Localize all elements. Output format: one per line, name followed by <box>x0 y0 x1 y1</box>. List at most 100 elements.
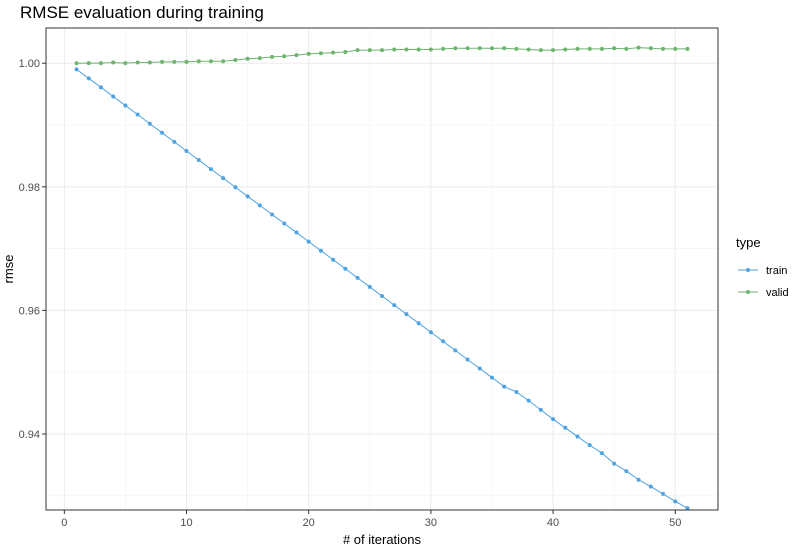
point-train-14 <box>233 185 238 190</box>
point-train-22 <box>331 257 336 262</box>
point-valid-30 <box>428 47 433 52</box>
point-train-4 <box>111 94 116 99</box>
point-train-33 <box>465 357 470 362</box>
point-train-35 <box>489 375 494 380</box>
series-train <box>74 67 690 511</box>
point-valid-12 <box>208 59 213 64</box>
point-train-42 <box>575 434 580 439</box>
chart-title: RMSE evaluation during training <box>20 3 264 22</box>
plot-panel <box>46 28 718 510</box>
grid-minor <box>46 28 718 510</box>
point-train-3 <box>98 85 103 90</box>
point-valid-38 <box>526 47 531 52</box>
point-train-41 <box>563 425 568 430</box>
point-valid-44 <box>599 46 604 51</box>
x-axis-title: # of iterations <box>343 532 422 547</box>
point-valid-40 <box>551 48 556 53</box>
y-tick-label-3: 1.00 <box>19 58 40 70</box>
point-train-6 <box>135 112 140 117</box>
point-valid-48 <box>648 46 653 51</box>
point-train-19 <box>294 230 299 235</box>
y-axis-title: rmse <box>1 255 16 284</box>
point-valid-39 <box>538 48 543 53</box>
legend-item-valid: valid <box>738 287 789 299</box>
point-valid-35 <box>489 46 494 51</box>
point-valid-19 <box>294 53 299 58</box>
point-train-20 <box>306 239 311 244</box>
point-valid-24 <box>355 48 360 53</box>
point-train-39 <box>538 407 543 412</box>
legend-item-train: train <box>738 265 787 277</box>
point-train-49 <box>661 491 666 496</box>
point-valid-15 <box>245 56 250 61</box>
point-train-44 <box>599 451 604 456</box>
legend-title: type <box>736 235 761 250</box>
x-axis: 0 10 20 30 40 50 <box>61 510 681 529</box>
point-train-38 <box>526 398 531 403</box>
point-valid-25 <box>367 48 372 53</box>
point-train-24 <box>355 275 360 280</box>
point-train-16 <box>257 203 262 208</box>
point-train-7 <box>147 121 152 126</box>
point-valid-21 <box>318 51 323 56</box>
grid-major <box>46 28 718 510</box>
x-tick-label-3: 30 <box>425 517 437 529</box>
y-axis: 0.94 0.96 0.98 1.00 <box>19 58 46 441</box>
legend-label-train: train <box>766 265 787 277</box>
point-valid-51 <box>685 46 690 51</box>
point-valid-20 <box>306 51 311 56</box>
point-train-23 <box>343 266 348 271</box>
series-valid <box>74 45 690 66</box>
point-valid-33 <box>465 46 470 51</box>
point-train-8 <box>160 130 165 135</box>
point-valid-45 <box>612 46 617 51</box>
point-valid-1 <box>74 61 79 66</box>
point-train-50 <box>673 499 678 504</box>
legend: type train valid <box>736 235 789 299</box>
point-train-27 <box>392 303 397 308</box>
legend-marker-valid <box>746 290 750 294</box>
x-tick-label-4: 40 <box>547 517 559 529</box>
point-train-29 <box>416 321 421 326</box>
point-train-43 <box>587 443 592 448</box>
point-train-9 <box>172 139 177 144</box>
point-train-2 <box>86 76 91 81</box>
legend-marker-train <box>746 268 750 272</box>
point-train-30 <box>428 330 433 335</box>
point-train-10 <box>184 148 189 153</box>
point-valid-16 <box>257 56 262 61</box>
point-train-36 <box>502 384 507 389</box>
point-train-40 <box>551 417 556 422</box>
point-train-17 <box>270 212 275 217</box>
point-valid-22 <box>331 50 336 55</box>
point-valid-9 <box>172 59 177 64</box>
point-valid-34 <box>477 46 482 51</box>
y-tick-label-2: 0.98 <box>19 182 40 194</box>
point-train-15 <box>245 194 250 199</box>
x-tick-label-2: 20 <box>303 517 315 529</box>
point-train-46 <box>624 469 629 474</box>
point-valid-8 <box>160 59 165 64</box>
point-valid-43 <box>587 46 592 51</box>
point-valid-7 <box>147 60 152 65</box>
point-valid-18 <box>282 54 287 59</box>
point-train-34 <box>477 366 482 371</box>
point-valid-32 <box>453 46 458 51</box>
point-train-31 <box>441 339 446 344</box>
y-tick-label-0: 0.94 <box>19 429 40 441</box>
point-train-21 <box>318 248 323 253</box>
point-train-18 <box>282 221 287 226</box>
point-valid-36 <box>502 46 507 51</box>
point-train-28 <box>404 312 409 317</box>
point-train-11 <box>196 158 201 163</box>
point-valid-4 <box>111 60 116 65</box>
point-valid-17 <box>270 54 275 59</box>
point-valid-47 <box>636 45 641 50</box>
point-train-12 <box>208 167 213 172</box>
point-train-37 <box>514 389 519 394</box>
point-valid-41 <box>563 47 568 52</box>
point-valid-31 <box>441 46 446 51</box>
point-valid-50 <box>673 46 678 51</box>
point-train-1 <box>74 67 79 72</box>
